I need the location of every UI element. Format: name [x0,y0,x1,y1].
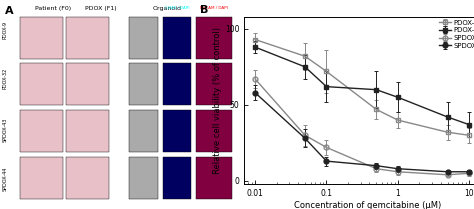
Text: DIC: DIC [139,6,148,11]
Text: CD45 / DAPI: CD45 / DAPI [165,6,190,10]
Y-axis label: Relative cell viability (% of control): Relative cell viability (% of control) [213,27,222,174]
Bar [196,17,232,59]
Bar [129,63,158,104]
Bar [20,157,64,199]
Text: Organoid: Organoid [153,6,182,11]
Bar [163,17,191,59]
Legend: PDOX-9, PDOX-32, SPDOX-43, SPDOX-44: PDOX-9, PDOX-32, SPDOX-43, SPDOX-44 [438,18,474,50]
Bar [163,63,191,104]
Text: PDOX-32: PDOX-32 [2,68,8,89]
Text: A: A [5,6,13,16]
Text: B: B [200,5,208,15]
X-axis label: Concentration of gemcitabine (μM): Concentration of gemcitabine (μM) [294,201,441,209]
Text: EpCAM / DAPI: EpCAM / DAPI [201,6,228,10]
Text: Patient (F0): Patient (F0) [35,6,71,11]
Bar [163,157,191,199]
Bar [129,110,158,152]
Bar [196,63,232,104]
Text: SPDOX-44: SPDOX-44 [2,167,8,191]
Bar [66,157,109,199]
Bar [20,110,64,152]
Bar [66,63,109,104]
Text: PDOX-9: PDOX-9 [2,21,8,39]
Bar [163,110,191,152]
Bar [66,17,109,59]
Bar [20,63,64,104]
Bar [196,110,232,152]
Bar [129,17,158,59]
Text: SPDOX-43: SPDOX-43 [2,117,8,142]
Bar [129,157,158,199]
Bar [20,17,64,59]
Bar [196,157,232,199]
Text: PDOX (F1): PDOX (F1) [85,6,116,11]
Bar [66,110,109,152]
